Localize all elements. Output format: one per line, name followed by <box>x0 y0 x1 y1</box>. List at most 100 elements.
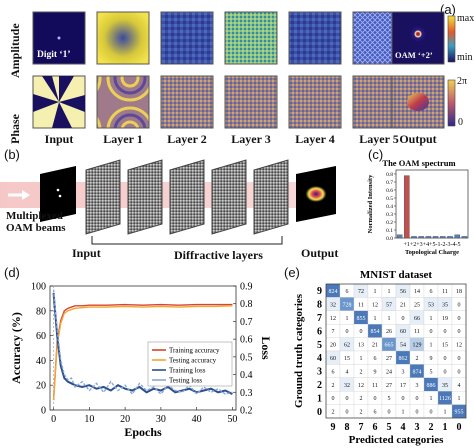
matrix-col-label: 9 <box>331 422 336 433</box>
spectrum-bar-+2 <box>404 175 410 239</box>
matrix-cell-value: 35 <box>442 383 448 389</box>
legend-label: Testing accuracy <box>169 357 217 365</box>
matrix-cell-value: 32 <box>344 383 350 389</box>
matrix-col-label: 0 <box>457 422 462 433</box>
matrix-col-label: 8 <box>345 422 350 433</box>
matrix-cell-value: 0 <box>388 410 391 416</box>
matrix-cell-value: 11 <box>414 329 420 335</box>
spectrum-bar--4 <box>454 234 460 239</box>
amp-colorbar-max: max <box>457 13 474 24</box>
spectrum-bar--2 <box>440 236 446 239</box>
spectrum-xtick-labels: +1+2+3+4+5-1-2-3-4-5 <box>404 242 461 248</box>
beam-arrow-head <box>22 190 30 200</box>
matrix-cell-value: 0 <box>430 329 433 335</box>
phase-layer2-tile <box>160 75 214 129</box>
phase-colorbar-max: 2π <box>457 76 468 87</box>
matrix-cell-value: 1 <box>374 289 377 295</box>
phase-colorbar <box>447 79 456 127</box>
panel-label-c: (c) <box>368 147 384 162</box>
matrix-cell-value: 2 <box>332 410 335 416</box>
matrix-cell-value: 13 <box>358 343 364 349</box>
phase-layer1-tile <box>96 75 150 129</box>
matrix-cell-value: 57 <box>386 302 392 308</box>
phase-output-twist <box>407 93 429 111</box>
matrix-cell-value: 129 <box>413 343 422 349</box>
matrix-cell-value: 6 <box>332 369 335 375</box>
diffractive-layer-1 <box>85 159 121 235</box>
matrix-cell-value: 2 <box>332 383 335 389</box>
spectrum-ytick-label: 0.5 <box>386 196 393 202</box>
curves-ytick-label: 40 <box>36 356 46 367</box>
spectrum-bar--5 <box>461 236 468 239</box>
matrix-cell-value: 1 <box>388 289 391 295</box>
curves-xtick-label: 50 <box>227 414 237 425</box>
matrix-col-label: 6 <box>373 422 378 433</box>
matrix-cell-value: 3 <box>416 383 419 389</box>
matrix-cell-value: 665 <box>385 343 394 349</box>
curves-ylabel: Accuracy (%) <box>9 312 23 384</box>
matrix-cell-value: 56 <box>400 289 406 295</box>
matrix-row-label: 6 <box>317 326 322 337</box>
matrix-row-label: 7 <box>317 313 322 324</box>
matrix-col-label: 7 <box>359 422 364 433</box>
curves-y2tick-label: 0.2 <box>240 406 253 417</box>
matrix-cell-value: 21 <box>400 302 406 308</box>
curves-ytick-label: 80 <box>36 306 46 317</box>
matrix-cell-value: 1 <box>444 410 447 416</box>
matrix-cell-value: 3 <box>402 369 405 375</box>
matrix-cell-value: 9 <box>374 369 377 375</box>
matrix-cell-value: 0 <box>458 302 461 308</box>
input-plate <box>40 166 76 222</box>
curves-ytick-label: 0 <box>41 406 46 417</box>
matrix-cell-value: 11 <box>372 383 378 389</box>
phase-layer3-tile <box>224 75 278 129</box>
curves-xtick-label: 0 <box>51 414 56 425</box>
curves-ytick-label: 20 <box>36 381 46 392</box>
matrix-col-label: 5 <box>387 422 392 433</box>
curves-xlabel: Epochs <box>124 425 162 439</box>
spectrum-frame <box>395 169 469 239</box>
matrix-cell-value: 0 <box>346 410 349 416</box>
matrix-cell-value: 2 <box>360 410 363 416</box>
col-label-layer5: Layer 5 <box>359 132 399 146</box>
matrix-row-label: 4 <box>317 353 322 364</box>
matrix-ylabel: Ground truth categories <box>293 293 305 408</box>
matrix-cell-value: 19 <box>442 316 448 322</box>
matrix-cell-value: 1126 <box>439 396 451 402</box>
amp-input-spot <box>57 36 61 40</box>
panel-b-setup <box>0 159 336 245</box>
curves-y2tick-label: 0.7 <box>240 317 253 328</box>
matrix-cell-value: 15 <box>442 343 448 349</box>
matrix-cell-value: 824 <box>329 289 338 295</box>
matrix-cell-value: 0 <box>346 396 349 402</box>
spectrum-ytick-label: 0.4 <box>386 204 393 210</box>
curves-xtick-label: 40 <box>192 414 202 425</box>
col-label-input: Input <box>44 132 74 146</box>
amp-colorbar-min: min <box>457 52 473 63</box>
output-plate <box>296 166 336 222</box>
spectrum-bar-+1 <box>396 234 403 239</box>
matrix-cell-value: 0 <box>458 356 461 362</box>
matrix-cell-value: 955 <box>455 410 464 416</box>
amplitude-colorbar <box>447 15 456 63</box>
spectrum-ytick-label: 0.6 <box>386 188 393 194</box>
oam-spectrum-chart: The OAM spectrum 0.0 0.1 0.2 0.3 0.4 0.5 0.6 0.7… <box>367 158 469 256</box>
series-testing-accuracy <box>52 305 233 401</box>
matrix-cell-value: 9 <box>430 356 433 362</box>
matrix-row-label: 2 <box>317 380 322 391</box>
curves-y2tick-label: 0.3 <box>240 388 253 399</box>
matrix-cell-value: 14 <box>414 289 420 295</box>
matrix-cell-value: 862 <box>399 356 408 362</box>
b-input-label: Input <box>72 246 101 260</box>
matrix-col-label: 3 <box>415 422 420 433</box>
matrix-cell-value: 0 <box>332 396 335 402</box>
b-layers-label: Diffractive layers <box>174 248 263 262</box>
training-curves-chart: 0 20 40 60 80 100 0.2 0.3 0.4 0.5 0.6 0.7 0.8 0.9 0 10 2… <box>9 282 270 440</box>
spectrum-bar-+3 <box>411 236 417 239</box>
matrix-cell-value: 874 <box>413 369 422 375</box>
source-label-1: Multiplexed <box>6 210 63 222</box>
curves-y2tick-label: 0.9 <box>240 282 253 293</box>
matrix-cell-value: 0 <box>346 329 349 335</box>
legend-label: Testing loss <box>169 377 202 385</box>
matrix-cell-value: 12 <box>372 302 378 308</box>
